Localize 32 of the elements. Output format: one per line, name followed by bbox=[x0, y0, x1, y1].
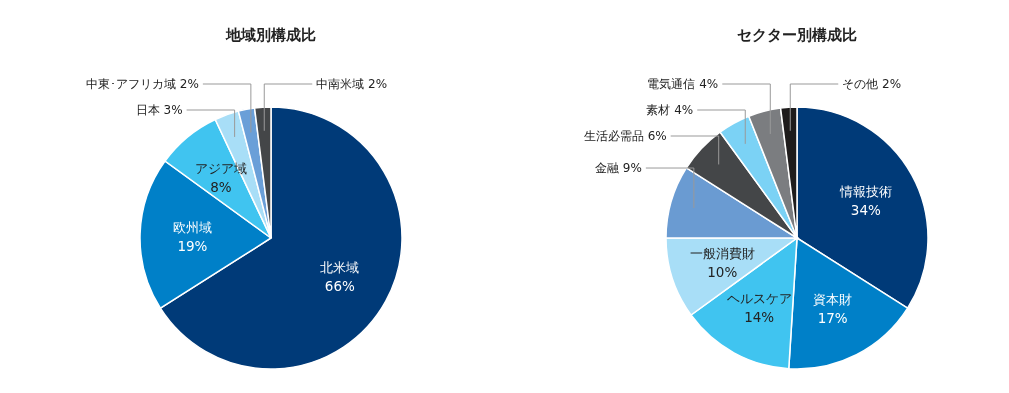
data-label: 34% bbox=[850, 202, 882, 219]
data-label: 19% bbox=[177, 237, 208, 254]
data-label: 14% bbox=[744, 308, 775, 325]
slice-label: 中東･アフリカ域 bbox=[86, 77, 176, 92]
slice-label: アジア域 bbox=[194, 161, 247, 177]
slice-label: 一般消費財 bbox=[689, 246, 755, 262]
slice-label: 資本財 bbox=[813, 292, 853, 308]
data-label: 6% bbox=[647, 129, 667, 144]
slice-label: 欧州域 bbox=[172, 219, 212, 235]
data-label: 10% bbox=[707, 264, 738, 281]
data-label: 4% bbox=[699, 77, 719, 92]
data-label: 2% bbox=[179, 77, 199, 92]
slice-label: 情報技術 bbox=[838, 184, 892, 200]
slice-label: 日本 bbox=[135, 103, 160, 118]
data-label: 2% bbox=[882, 77, 902, 92]
slice-label: 素材 bbox=[646, 103, 671, 118]
slice-label: 中南米域 bbox=[316, 77, 365, 92]
data-label: 66% bbox=[324, 277, 356, 294]
data-label: 2% bbox=[368, 77, 388, 92]
chart-title: セクター別構成比 bbox=[737, 26, 857, 44]
data-label: 9% bbox=[622, 161, 642, 176]
slice-label: 生活必需品 bbox=[583, 129, 644, 144]
data-label: 8% bbox=[210, 179, 232, 196]
data-label: 17% bbox=[817, 310, 848, 327]
data-label: 4% bbox=[674, 103, 694, 118]
slice-label: 電気通信 bbox=[647, 77, 696, 92]
chart-title: 地域別構成比 bbox=[225, 26, 316, 44]
slice-label: ヘルスケア bbox=[726, 290, 792, 306]
data-label: 3% bbox=[163, 103, 183, 118]
slice-label: その他 bbox=[842, 77, 879, 92]
slice-label: 北米域 bbox=[320, 259, 360, 275]
slice-label: 金融 bbox=[594, 161, 619, 176]
